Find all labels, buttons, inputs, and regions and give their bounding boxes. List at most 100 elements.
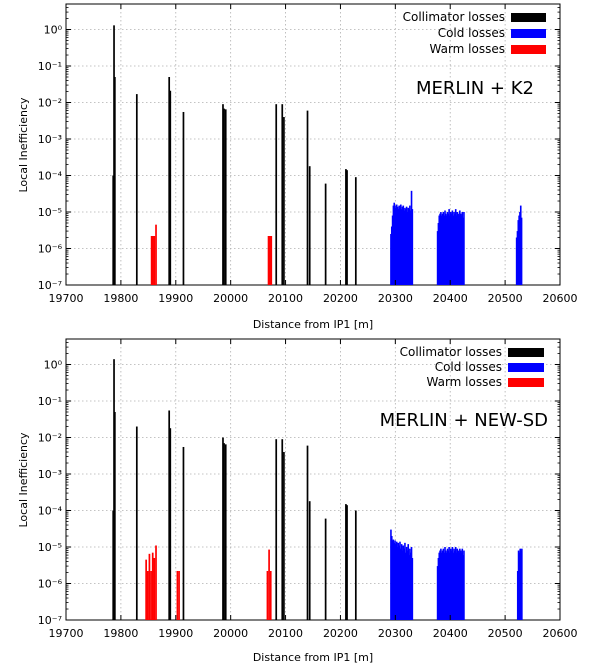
x-tick-label: 20500	[488, 292, 523, 305]
cold-loss-bar	[448, 209, 450, 285]
cold-loss-bar	[402, 545, 405, 620]
cold-loss-bar	[459, 550, 462, 620]
warm-loss-bar	[150, 236, 153, 285]
cold-loss-bar	[460, 552, 463, 620]
cold-loss-bar	[404, 552, 407, 620]
cold-loss-bar	[400, 204, 402, 285]
y-tick-label: 10⁻¹	[38, 395, 62, 408]
cold-loss-bar	[443, 215, 445, 285]
cold-loss-bar	[440, 215, 443, 285]
collimator-loss-bar	[306, 445, 309, 620]
cold-loss-bar	[439, 213, 441, 285]
cold-loss-bar	[393, 542, 396, 620]
cold-loss-bar	[449, 212, 452, 285]
cold-loss-bar	[452, 552, 455, 620]
cold-loss-bar	[519, 548, 522, 620]
warm-loss-bar	[155, 545, 157, 620]
collimator-loss-bar	[275, 104, 278, 286]
chart-panel-k2: 10⁰ 10⁻¹ 10⁻² 10⁻³ 10⁻⁴ 10⁻⁵ 10⁻⁶ 10⁻⁷ 19700 198…	[17, 3, 578, 331]
warm-loss-bar	[153, 236, 156, 285]
cold-loss-bar	[400, 548, 402, 620]
collimator-loss-bar	[169, 90, 172, 285]
collimator-loss-bar	[346, 170, 348, 285]
warm-loss-bar	[150, 571, 152, 620]
cold-loss-bar	[446, 212, 449, 285]
cold-loss-bar	[409, 552, 412, 620]
cold-loss-bar	[398, 545, 400, 620]
collimator-loss-bar	[168, 77, 171, 285]
cold-loss-bar	[410, 190, 413, 285]
cold-loss-bar	[454, 547, 457, 620]
cold-loss-bar	[452, 215, 455, 285]
collimator-loss-bar	[223, 108, 225, 286]
cold-loss-bar	[518, 215, 520, 285]
collimator-loss-bar	[354, 177, 357, 285]
cold-loss-bar	[392, 205, 395, 285]
cold-loss-bar	[442, 212, 445, 285]
cold-loss-bar	[400, 209, 403, 285]
cold-loss-bar	[410, 547, 413, 620]
cold-loss-bar	[454, 550, 456, 620]
bars	[112, 25, 523, 286]
x-tick-label: 20100	[268, 627, 303, 640]
cold-loss-bar	[394, 540, 396, 620]
cold-loss-bar	[395, 207, 397, 285]
cold-loss-bar	[438, 215, 441, 285]
y-tick-label: 10⁻⁷	[38, 279, 62, 292]
y-tick-label: 10⁻²	[38, 432, 62, 445]
x-tick-label: 19800	[103, 292, 138, 305]
cold-loss-bar	[397, 209, 400, 285]
cold-loss-bar	[457, 550, 459, 620]
x-tick-label: 19900	[158, 627, 193, 640]
y-tick-label: 10⁻³	[38, 133, 62, 146]
cold-loss-bar	[409, 548, 411, 620]
cold-loss-bar	[401, 206, 404, 285]
x-tick-label: 20600	[543, 292, 578, 305]
warm-loss-bar	[270, 236, 273, 285]
collimator-loss-bar	[281, 439, 284, 620]
cold-loss-bar	[403, 548, 405, 620]
cold-loss-bar	[395, 204, 398, 285]
cold-loss-bar	[456, 212, 459, 285]
cold-loss-bar	[450, 213, 453, 285]
cold-loss-bar	[450, 550, 453, 620]
x-tick-label: 20400	[433, 292, 468, 305]
cold-loss-bar	[462, 217, 464, 285]
x-axis-ticks: 19700 19800 19900 20000 20100 20200 20300 20400…	[49, 339, 578, 640]
cold-loss-bar	[403, 210, 405, 285]
y-tick-label: 10⁻⁴	[38, 505, 63, 518]
cold-loss-bar	[451, 547, 454, 620]
x-tick-label: 20200	[323, 627, 358, 640]
cold-loss-bar	[454, 213, 456, 285]
warm-loss-bar	[268, 236, 271, 285]
y-axis-label: Local Inefficiency	[17, 97, 30, 193]
x-tick-label: 19700	[49, 292, 84, 305]
x-axis-label: Distance from IP1 [m]	[253, 651, 373, 664]
x-tick-label: 20200	[323, 292, 358, 305]
cold-loss-bar	[390, 226, 393, 285]
collimator-loss-bar	[182, 446, 185, 620]
cold-loss-bar	[515, 237, 518, 285]
warm-loss-bar	[145, 559, 147, 620]
collimator-loss-bar	[306, 110, 309, 285]
legend-swatch-collimator	[508, 348, 544, 357]
cold-loss-bar	[463, 550, 465, 620]
cold-loss-bar	[458, 215, 460, 285]
legend-label-warm: Warm losses	[430, 42, 506, 56]
y-tick-label: 10⁻⁷	[38, 614, 62, 627]
warm-loss-bar	[155, 224, 157, 285]
cold-loss-bar	[437, 222, 440, 285]
x-tick-label: 20400	[433, 627, 468, 640]
cold-loss-bar	[405, 547, 408, 620]
legend-label-cold: Cold losses	[438, 26, 505, 40]
x-tick-label: 20000	[213, 292, 248, 305]
cold-loss-bar	[516, 231, 519, 285]
cold-loss-bar	[390, 529, 392, 620]
collimator-loss-bar	[308, 501, 311, 620]
warm-loss-bar	[178, 571, 180, 620]
collimator-loss-bar	[346, 505, 348, 620]
cold-loss-bar	[391, 215, 394, 285]
cold-loss-bar	[392, 539, 395, 620]
cold-loss-bar	[441, 213, 444, 285]
cold-loss-bar	[447, 213, 450, 285]
